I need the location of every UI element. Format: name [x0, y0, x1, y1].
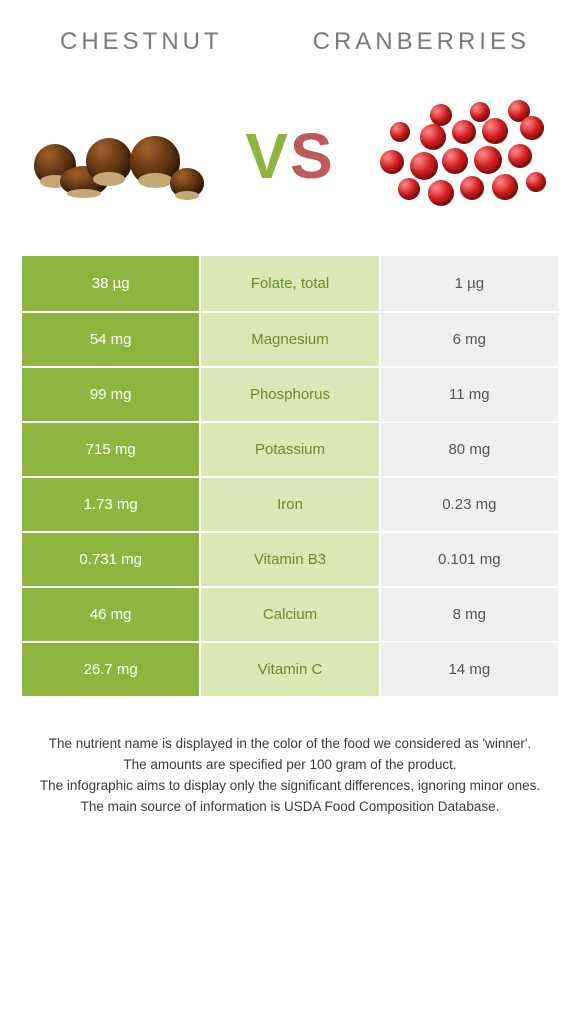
cell-right-value: 14 mg [381, 643, 558, 696]
cranberry-icon [460, 176, 484, 200]
cranberry-icon [410, 152, 438, 180]
cranberry-icon [380, 150, 404, 174]
header: CHESTNUT CRANBERRIES [0, 0, 580, 76]
cell-nutrient-label: Iron [201, 478, 380, 531]
table-row: 715 mgPotassium80 mg [22, 421, 558, 476]
cell-right-value: 0.101 mg [381, 533, 558, 586]
cell-nutrient-label: Vitamin C [201, 643, 380, 696]
table-row: 26.7 mgVitamin C14 mg [22, 641, 558, 696]
cell-left-value: 54 mg [22, 313, 201, 366]
cell-left-value: 0.731 mg [22, 533, 201, 586]
cranberry-icon [470, 102, 490, 122]
footnote-line: The main source of information is USDA F… [22, 797, 558, 818]
chestnut-image [30, 96, 200, 216]
cranberry-icon [492, 174, 518, 200]
nutrient-table: 38 µgFolate, total1 µg54 mgMagnesium6 mg… [22, 256, 558, 696]
footnote-line: The infographic aims to display only the… [22, 776, 558, 797]
cell-right-value: 80 mg [381, 423, 558, 476]
table-row: 0.731 mgVitamin B30.101 mg [22, 531, 558, 586]
table-row: 54 mgMagnesium6 mg [22, 311, 558, 366]
cell-right-value: 6 mg [381, 313, 558, 366]
footnote-line: The nutrient name is displayed in the co… [22, 734, 558, 755]
cell-right-value: 8 mg [381, 588, 558, 641]
table-row: 46 mgCalcium8 mg [22, 586, 558, 641]
cell-right-value: 0.23 mg [381, 478, 558, 531]
title-right: CRANBERRIES [313, 28, 530, 56]
cell-left-value: 99 mg [22, 368, 201, 421]
vs-row: VS [0, 76, 580, 256]
cell-nutrient-label: Potassium [201, 423, 380, 476]
cranberry-icon [428, 180, 454, 206]
cranberry-icon [508, 144, 532, 168]
table-row: 99 mgPhosphorus11 mg [22, 366, 558, 421]
cell-left-value: 38 µg [22, 256, 201, 311]
cranberry-icon [430, 104, 452, 126]
footnote-line: The amounts are specified per 100 gram o… [22, 755, 558, 776]
cell-right-value: 1 µg [381, 256, 558, 311]
cell-left-value: 715 mg [22, 423, 201, 476]
cell-left-value: 46 mg [22, 588, 201, 641]
cranberry-icon [452, 120, 476, 144]
title-left: CHESTNUT [60, 28, 223, 56]
cell-nutrient-label: Magnesium [201, 313, 380, 366]
chestnut-icon [170, 168, 204, 198]
cell-nutrient-label: Folate, total [201, 256, 380, 311]
cranberry-icon [482, 118, 508, 144]
cell-nutrient-label: Phosphorus [201, 368, 380, 421]
cranberry-icon [474, 146, 502, 174]
cranberry-icon [398, 178, 420, 200]
vs-label: VS [245, 119, 334, 193]
cranberry-icon [520, 116, 544, 140]
cell-left-value: 26.7 mg [22, 643, 201, 696]
table-row: 1.73 mgIron0.23 mg [22, 476, 558, 531]
cranberry-icon [442, 148, 468, 174]
cranberry-icon [526, 172, 546, 192]
footnotes: The nutrient name is displayed in the co… [0, 696, 580, 818]
cell-right-value: 11 mg [381, 368, 558, 421]
cell-nutrient-label: Vitamin B3 [201, 533, 380, 586]
cranberry-icon [420, 124, 446, 150]
vs-s: S [290, 119, 335, 193]
cell-nutrient-label: Calcium [201, 588, 380, 641]
chestnut-icon [86, 138, 132, 184]
cranberry-icon [390, 122, 410, 142]
cranberries-image [380, 96, 550, 216]
table-row: 38 µgFolate, total1 µg [22, 256, 558, 311]
vs-v: V [245, 119, 290, 193]
cell-left-value: 1.73 mg [22, 478, 201, 531]
